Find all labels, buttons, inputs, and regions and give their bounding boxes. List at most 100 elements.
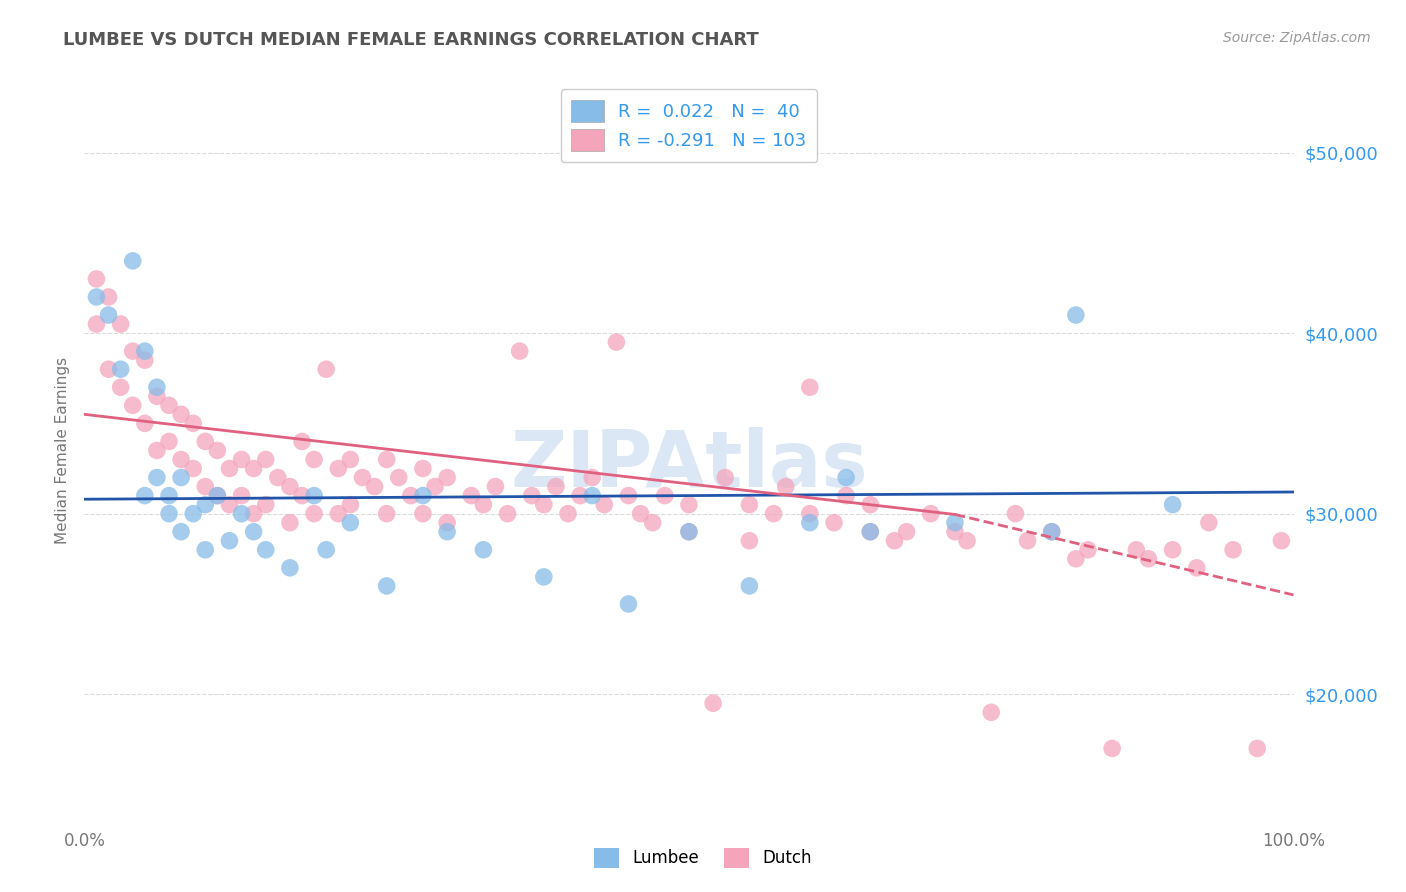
Point — [1064, 308, 1087, 322]
Point — [339, 516, 361, 530]
Point — [194, 434, 217, 449]
Point — [1270, 533, 1292, 548]
Point — [484, 479, 506, 493]
Point — [1077, 542, 1099, 557]
Point — [859, 524, 882, 539]
Point — [896, 524, 918, 539]
Point — [170, 408, 193, 422]
Point — [835, 489, 858, 503]
Point — [436, 524, 458, 539]
Point — [605, 335, 627, 350]
Point — [375, 452, 398, 467]
Point — [423, 479, 446, 493]
Point — [181, 417, 204, 431]
Point — [170, 524, 193, 539]
Point — [291, 489, 314, 503]
Point — [157, 434, 180, 449]
Point — [399, 489, 422, 503]
Point — [581, 470, 603, 484]
Point — [218, 533, 240, 548]
Point — [738, 498, 761, 512]
Point — [738, 533, 761, 548]
Point — [472, 498, 495, 512]
Point — [375, 507, 398, 521]
Point — [533, 498, 555, 512]
Y-axis label: Median Female Earnings: Median Female Earnings — [55, 357, 70, 544]
Point — [231, 507, 253, 521]
Point — [328, 461, 350, 475]
Point — [278, 516, 301, 530]
Point — [557, 507, 579, 521]
Point — [207, 443, 229, 458]
Point — [170, 452, 193, 467]
Point — [630, 507, 652, 521]
Point — [980, 706, 1002, 720]
Point — [134, 353, 156, 368]
Point — [641, 516, 664, 530]
Point — [339, 498, 361, 512]
Point — [157, 398, 180, 412]
Point — [1198, 516, 1220, 530]
Point — [920, 507, 942, 521]
Point — [472, 542, 495, 557]
Point — [218, 461, 240, 475]
Point — [436, 470, 458, 484]
Point — [134, 344, 156, 359]
Point — [375, 579, 398, 593]
Point — [278, 561, 301, 575]
Point — [859, 524, 882, 539]
Point — [520, 489, 543, 503]
Point — [242, 461, 264, 475]
Point — [157, 489, 180, 503]
Point — [254, 452, 277, 467]
Point — [496, 507, 519, 521]
Point — [146, 470, 169, 484]
Point — [207, 489, 229, 503]
Point — [254, 542, 277, 557]
Point — [242, 524, 264, 539]
Point — [181, 461, 204, 475]
Point — [799, 380, 821, 394]
Point — [291, 434, 314, 449]
Point — [762, 507, 785, 521]
Point — [581, 489, 603, 503]
Point — [412, 461, 434, 475]
Point — [86, 272, 108, 286]
Point — [943, 524, 966, 539]
Point — [738, 579, 761, 593]
Point — [883, 533, 905, 548]
Point — [1064, 551, 1087, 566]
Point — [412, 507, 434, 521]
Point — [859, 498, 882, 512]
Point — [194, 498, 217, 512]
Point — [242, 507, 264, 521]
Point — [194, 479, 217, 493]
Point — [678, 498, 700, 512]
Point — [1222, 542, 1244, 557]
Point — [678, 524, 700, 539]
Point — [134, 489, 156, 503]
Point — [363, 479, 385, 493]
Point — [1004, 507, 1026, 521]
Point — [146, 443, 169, 458]
Point — [714, 470, 737, 484]
Point — [302, 507, 325, 521]
Point — [617, 489, 640, 503]
Point — [1125, 542, 1147, 557]
Text: Source: ZipAtlas.com: Source: ZipAtlas.com — [1223, 31, 1371, 45]
Point — [254, 498, 277, 512]
Point — [146, 380, 169, 394]
Point — [702, 696, 724, 710]
Point — [835, 470, 858, 484]
Point — [352, 470, 374, 484]
Point — [1101, 741, 1123, 756]
Point — [231, 452, 253, 467]
Point — [339, 452, 361, 467]
Point — [799, 516, 821, 530]
Point — [1246, 741, 1268, 756]
Point — [181, 507, 204, 521]
Point — [278, 479, 301, 493]
Point — [1161, 498, 1184, 512]
Point — [328, 507, 350, 521]
Point — [678, 524, 700, 539]
